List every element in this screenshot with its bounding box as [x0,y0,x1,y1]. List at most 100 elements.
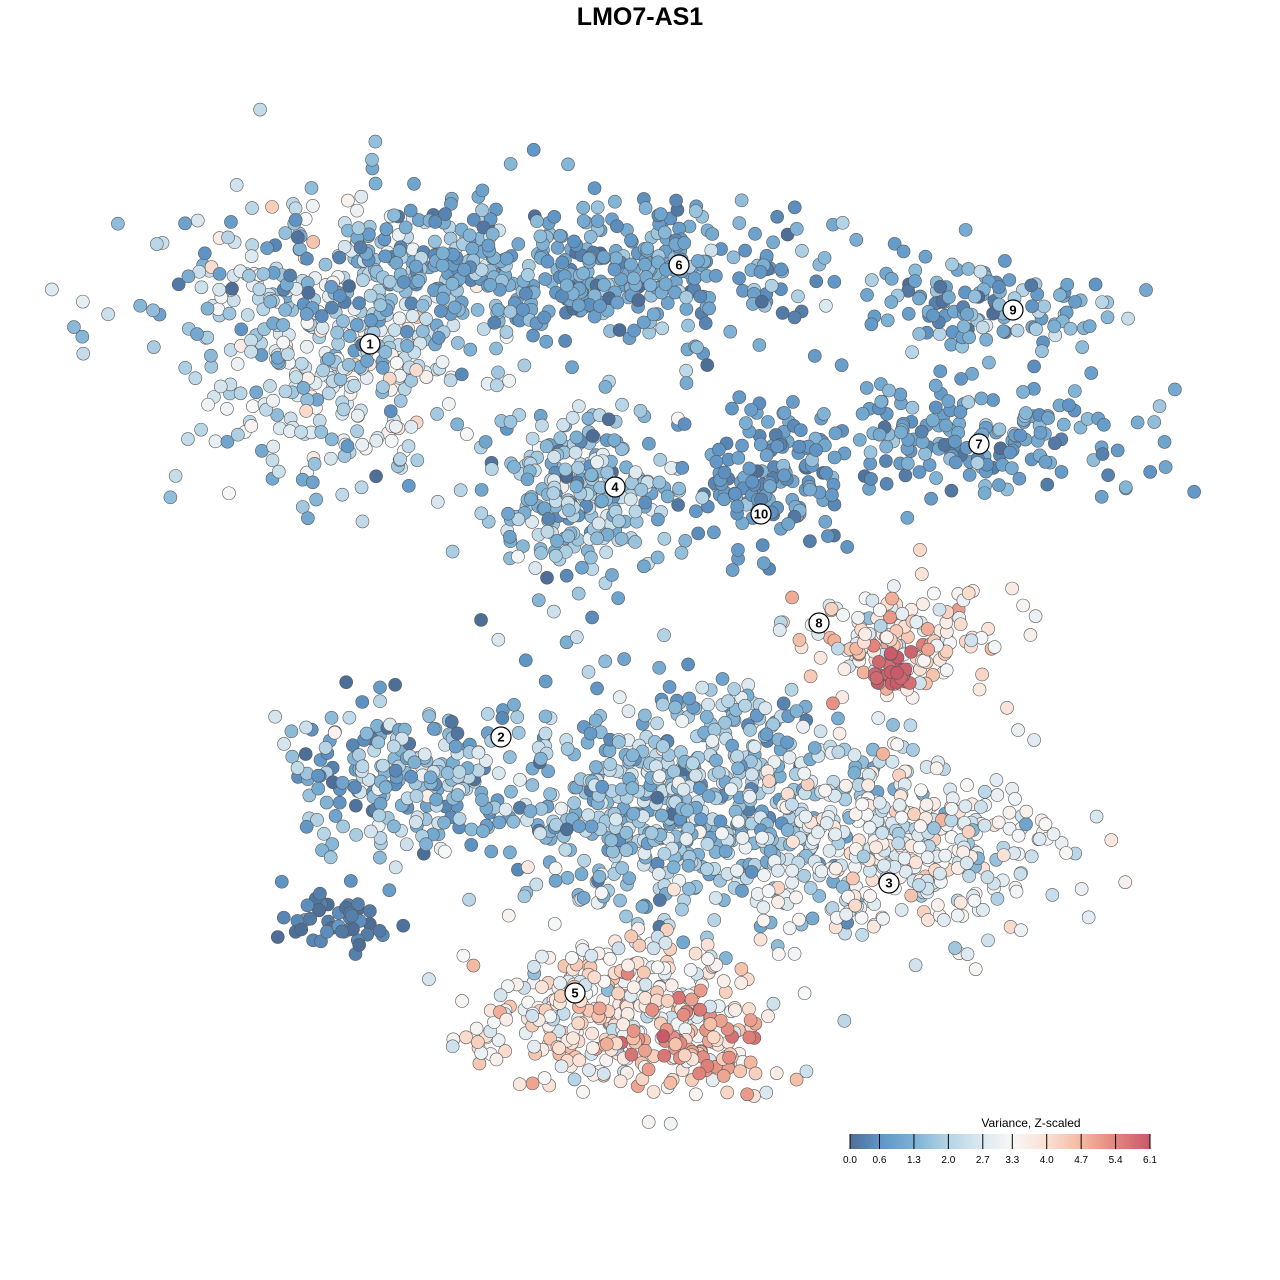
data-point [1003,445,1017,460]
data-point [324,432,339,447]
data-point [538,709,553,724]
data-point [315,309,329,323]
data-point [987,640,1002,654]
data-point [961,262,976,276]
data-point [188,371,203,385]
data-point [266,439,281,454]
data-point [748,1066,763,1081]
data-point [755,294,769,309]
data-point [904,888,919,903]
data-point [396,918,411,933]
data-point [720,1085,735,1100]
data-point [642,436,656,451]
data-point [1013,867,1028,881]
data-point [604,833,619,848]
data-point [417,747,432,762]
data-point [686,756,700,771]
cluster-label-10: 10 [750,503,772,525]
data-point [363,288,378,303]
data-point [759,448,774,463]
data-point [840,540,854,554]
data-point [725,563,740,577]
data-point [958,799,973,814]
data-point [313,886,327,901]
data-point [1028,609,1043,623]
data-point [948,941,962,955]
data-point [1104,833,1119,847]
cluster-label-text: 3 [885,876,892,891]
data-point [510,710,525,724]
data-point [603,952,617,966]
data-point [968,962,983,976]
data-point [777,468,791,483]
data-point [619,909,633,924]
data-point [967,289,982,304]
data-point [865,593,880,608]
data-point [732,271,746,286]
data-point [516,302,530,317]
data-point [506,814,521,829]
data-point [487,316,502,330]
data-point [587,970,602,985]
data-point [233,386,248,401]
data-point [646,1085,661,1099]
data-point [355,759,370,774]
data-point [559,568,574,583]
data-point [679,832,694,846]
data-point [863,889,877,903]
data-point [942,290,956,305]
data-point [817,251,832,265]
data-point [635,899,650,914]
data-point [190,327,204,341]
data-point [727,682,741,696]
data-point [428,234,442,249]
data-point [653,893,667,907]
data-point [799,1064,814,1079]
data-point [876,911,890,926]
data-point [111,216,125,231]
data-point [208,434,223,449]
data-point [554,1059,569,1074]
data-point [528,561,543,575]
data-point [265,453,280,468]
data-point [317,827,331,841]
data-point [448,739,463,754]
data-point [769,1066,784,1080]
data-point [503,845,517,860]
data-point [345,908,359,923]
data-point [438,207,452,221]
data-point [240,308,255,322]
data-point [1068,384,1082,398]
data-point [811,825,825,840]
data-point [776,696,791,711]
data-point [755,830,769,845]
data-point [614,531,629,546]
data-point [419,370,434,384]
data-point [600,1037,614,1051]
data-point [1009,884,1024,899]
data-point [590,531,604,546]
data-point [376,380,390,394]
data-point [392,244,407,258]
data-point [270,408,284,422]
data-point [872,795,887,810]
data-point [1029,322,1043,336]
data-point [928,400,943,415]
data-point [299,307,314,321]
data-point [734,976,749,990]
data-point [526,328,540,343]
data-point [558,842,573,857]
data-point [657,225,672,240]
data-point [928,378,943,393]
data-point [453,483,468,498]
data-point [383,404,398,418]
data-point [851,610,865,625]
data-point [721,694,735,708]
data-point [901,456,915,471]
data-point [660,994,675,1008]
data-point [892,798,907,812]
data-point [705,734,720,748]
data-point [882,383,896,398]
data-point [452,765,467,779]
data-point [740,1087,754,1102]
